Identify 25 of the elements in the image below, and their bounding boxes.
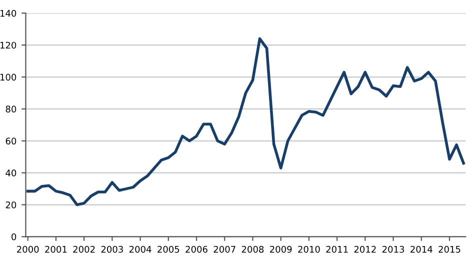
line-series [26, 37, 465, 206]
x-tick-label: 2001 [45, 246, 67, 253]
x-tick-label: 2011 [326, 246, 348, 253]
x-tick-label: 2013 [382, 246, 404, 253]
x-tick-label: 2003 [101, 246, 123, 253]
x-tick-label: 2005 [158, 246, 180, 253]
x-tick-label: 2002 [73, 246, 95, 253]
y-tick-label: 0 [12, 233, 16, 240]
x-tick-label: 2004 [129, 246, 152, 253]
x-tick-label: 2008 [242, 246, 264, 253]
x-tick-label: 2006 [186, 246, 208, 253]
x-tick-label: 2007 [214, 246, 236, 253]
y-tick-label: 20 [6, 201, 16, 208]
y-tick-label: 60 [6, 138, 16, 144]
y-tick-label: 120 [0, 42, 16, 49]
x-tick-label: 2015 [438, 246, 460, 253]
y-tick-label: 140 [0, 10, 16, 17]
y-tick-label: 40 [6, 170, 16, 176]
x-tick-label: 2010 [298, 246, 320, 253]
x-tick-label: 2000 [17, 246, 39, 253]
x-tick-label: 2009 [270, 246, 292, 253]
x-tick-label: 2012 [354, 246, 376, 253]
x-tick-label: 2014 [410, 246, 432, 253]
y-tick-label: 80 [6, 106, 16, 113]
y-tick-label: 100 [0, 74, 16, 81]
